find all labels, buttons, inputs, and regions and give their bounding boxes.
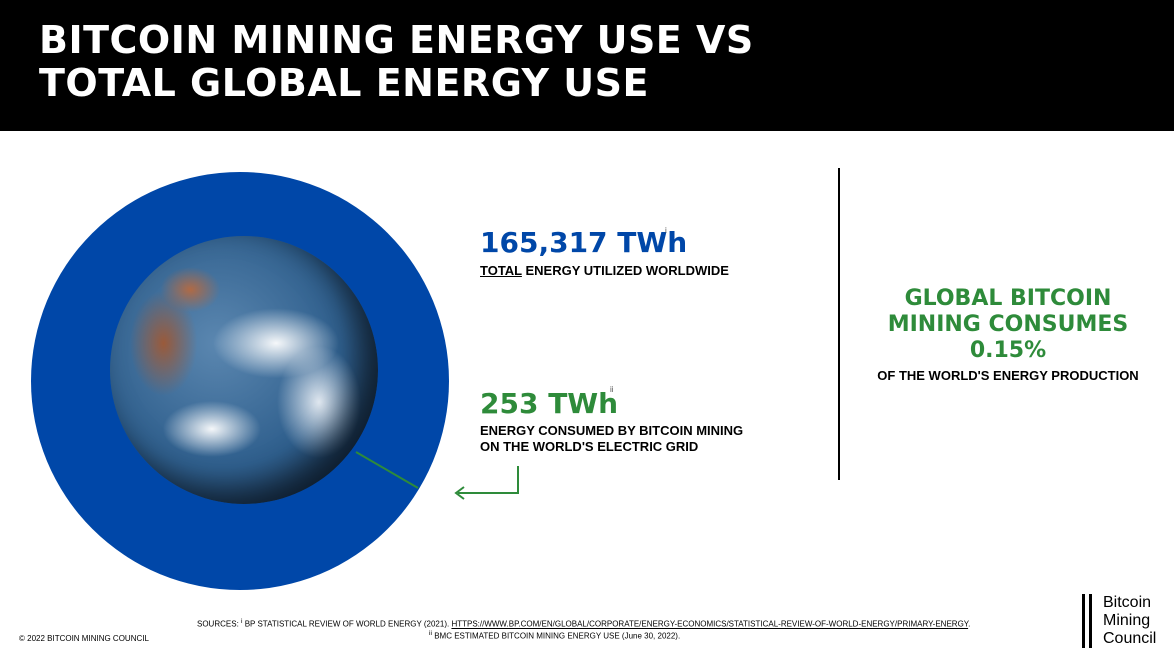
total-energy-label: TOTAL ENERGY UTILIZED WORLDWIDE: [480, 263, 729, 278]
bitcoin-energy-label-line-2: ON THE WORLD'S ELECTRIC GRID: [480, 439, 699, 454]
logo-bar-1: [1082, 594, 1085, 648]
logo-bars-icon: [1080, 594, 1100, 648]
arrow-left-icon: [454, 486, 465, 500]
source-1-text: BP STATISTICAL REVIEW OF WORLD ENERGY (2…: [242, 619, 452, 629]
title-bar: BITCOIN MINING ENERGY USE VS TOTAL GLOBA…: [0, 0, 1174, 131]
summary-line-1: GLOBAL BITCOIN: [904, 286, 1112, 311]
summary-percentage: 0.15%: [969, 338, 1047, 363]
page-title-line-1: BITCOIN MINING ENERGY USE VS: [39, 18, 754, 62]
logo-text: Bitcoin Mining Council: [1103, 594, 1156, 648]
copyright-text: © 2022 BITCOIN MINING COUNCIL: [19, 634, 149, 643]
summary-block: GLOBAL BITCOIN MINING CONSUMES 0.15% OF …: [850, 286, 1166, 383]
bitcoin-energy-label: ENERGY CONSUMED BY BITCOIN MINING ON THE…: [480, 423, 743, 455]
bitcoin-energy-label-line-1: ENERGY CONSUMED BY BITCOIN MINING: [480, 423, 744, 438]
arrow-connector-line: [458, 466, 519, 494]
source-2-marker: ii: [429, 629, 432, 637]
logo-bar-2: [1089, 594, 1092, 648]
source-2: ii BMC ESTIMATED BITCOIN MINING ENERGY U…: [197, 629, 977, 641]
logo-line-1: Bitcoin: [1103, 594, 1152, 611]
sources-prefix: SOURCES:: [197, 619, 242, 629]
source-1-marker: i: [241, 618, 243, 625]
summary-line-2: MINING CONSUMES: [887, 312, 1129, 337]
earth-globe-image: [110, 236, 378, 504]
total-energy-label-emphasis: TOTAL: [480, 263, 522, 278]
bitcoin-energy-footnote: ii: [610, 385, 614, 394]
summary-subtext: OF THE WORLD'S ENERGY PRODUCTION: [877, 368, 1139, 383]
sources-footnote: SOURCES: i BP STATISTICAL REVIEW OF WORL…: [197, 617, 977, 640]
total-energy-label-rest: ENERGY UTILIZED WORLDWIDE: [521, 263, 729, 278]
logo-line-3: Council: [1103, 630, 1157, 647]
bitcoin-energy-value: 253 TWh: [480, 387, 619, 420]
total-energy-value: 165,317 TWh: [480, 226, 688, 259]
bitcoin-mining-council-logo: Bitcoin Mining Council: [1080, 592, 1174, 650]
page-title-line-2: TOTAL GLOBAL ENERGY USE: [39, 61, 649, 105]
source-1-link[interactable]: HTTPS://WWW.BP.COM/EN/GLOBAL/CORPORATE/E…: [451, 619, 969, 629]
total-energy-footnote: i: [665, 226, 667, 235]
source-1: SOURCES: i BP STATISTICAL REVIEW OF WORL…: [197, 617, 977, 629]
source-1-end: .: [968, 619, 971, 629]
source-2-text: BMC ESTIMATED BITCOIN MINING ENERGY USE …: [431, 631, 681, 641]
vertical-divider: [838, 168, 840, 480]
logo-line-2: Mining: [1103, 612, 1151, 629]
